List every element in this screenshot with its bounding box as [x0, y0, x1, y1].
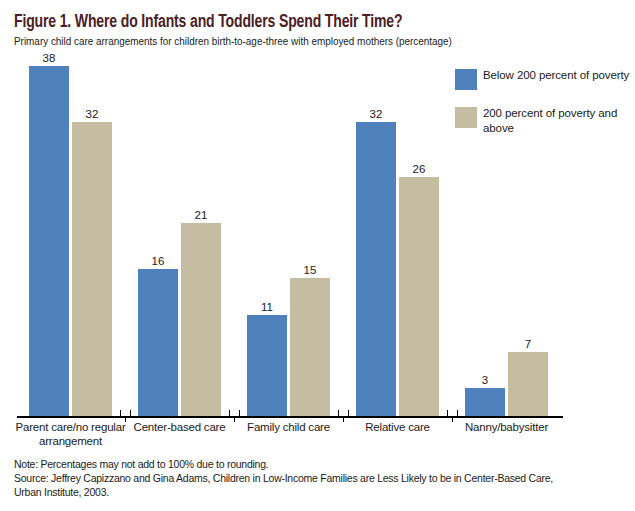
category-label: Nanny/babysitter	[441, 421, 573, 435]
bar-series2-cat3	[290, 278, 330, 416]
legend-item-series2: 200 percent of poverty and above	[455, 106, 635, 140]
chart-note: Note: Percentages may not add to 100% du…	[14, 457, 268, 471]
bar-value-label: 15	[290, 263, 330, 277]
bar-value-label: 7	[508, 337, 548, 351]
bar-value-label: 26	[399, 162, 439, 176]
bar-series2-cat2	[181, 223, 221, 416]
axis-tick-up	[130, 410, 132, 417]
axis-tick-up	[348, 410, 350, 417]
axis-tick-up	[338, 410, 340, 417]
bar-series2-cat1	[72, 122, 112, 416]
bar-value-label: 16	[138, 254, 178, 268]
bar-series2-cat5	[508, 352, 548, 416]
legend-item-series1: Below 200 percent of poverty	[455, 68, 635, 102]
axis-tick-down	[452, 418, 454, 423]
bar-value-label: 21	[181, 208, 221, 222]
figure-1-chart: Figure 1. Where do Infants and Toddlers …	[0, 0, 635, 511]
bar-series2-cat4	[399, 177, 439, 416]
axis-tick-up	[229, 410, 231, 417]
legend-swatch-series1	[455, 69, 477, 90]
figure-title: Figure 1. Where do Infants and Toddlers …	[14, 9, 402, 33]
chart-source-line-2: Urban Institute, 2003.	[14, 485, 109, 499]
bar-value-label: 11	[247, 300, 287, 314]
legend: Below 200 percent of poverty 200 percent …	[455, 68, 635, 140]
chart-source-line-1: Source: Jeffrey Capizzano and Gina Adams…	[14, 471, 553, 485]
axis-tick-down	[343, 418, 345, 423]
axis-tick-up	[120, 410, 122, 417]
legend-label-series2: 200 percent of poverty and above	[483, 106, 635, 136]
legend-swatch-series2	[455, 107, 477, 128]
axis-tick-up	[447, 410, 449, 417]
x-axis-line	[17, 416, 563, 418]
bar-value-label: 3	[465, 373, 505, 387]
legend-label-series1: Below 200 percent of poverty	[483, 68, 635, 83]
bar-value-label: 32	[72, 107, 112, 121]
bar-value-label: 38	[29, 51, 69, 65]
bar-value-label: 32	[356, 107, 396, 121]
axis-tick-down	[234, 418, 236, 423]
axis-tick-up	[239, 410, 241, 417]
bar-series1-cat4	[356, 122, 396, 416]
axis-tick-down	[125, 418, 127, 423]
bar-series1-cat1	[29, 66, 69, 416]
bar-series1-cat3	[247, 315, 287, 416]
bar-series1-cat5	[465, 388, 505, 416]
bar-series1-cat2	[138, 269, 178, 416]
axis-tick-up	[457, 410, 459, 417]
figure-subtitle: Primary child care arrangements for chil…	[14, 33, 452, 49]
